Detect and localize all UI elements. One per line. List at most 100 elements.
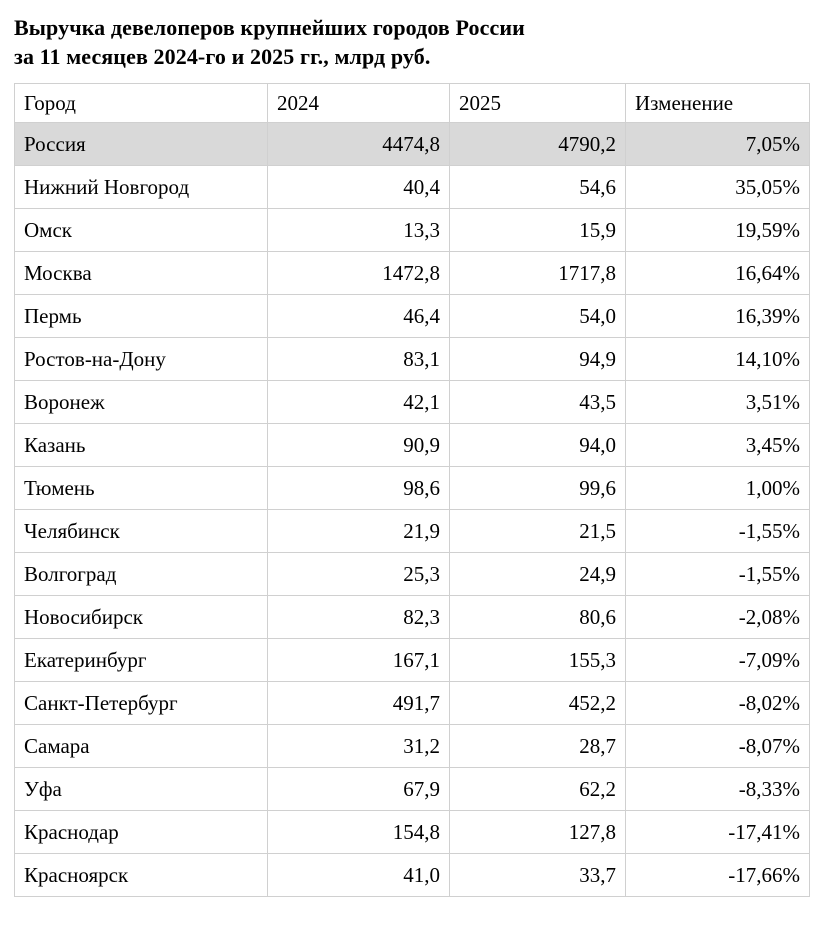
table-row: Екатеринбург 167,1 155,3 -7,09% [14,638,810,682]
table-row: Санкт-Петербург 491,7 452,2 -8,02% [14,681,810,725]
cell-city: Краснодар [14,810,268,854]
cell-value-2025: 54,6 [449,165,626,209]
cell-change: -17,66% [625,853,810,897]
cell-value-2025: 33,7 [449,853,626,897]
cell-city: Ростов-на-Дону [14,337,268,381]
cell-city: Уфа [14,767,268,811]
cell-city: Воронеж [14,380,268,424]
cell-change: 1,00% [625,466,810,510]
cell-change: 16,64% [625,251,810,295]
cell-value-2025: 21,5 [449,509,626,553]
cell-value-2024: 491,7 [267,681,450,725]
cell-change: -1,55% [625,552,810,596]
column-header-2024: 2024 [267,83,450,123]
title-line-1: Выручка девелоперов крупнейших городов Р… [14,15,525,40]
cell-change: 14,10% [625,337,810,381]
cell-city: Нижний Новгород [14,165,268,209]
table-row: Красноярск 41,0 33,7 -17,66% [14,853,810,897]
cell-value-2024: 13,3 [267,208,450,252]
table-row: Новосибирск 82,3 80,6 -2,08% [14,595,810,639]
cell-value-2024: 98,6 [267,466,450,510]
cell-change: 16,39% [625,294,810,338]
cell-value-2025: 1717,8 [449,251,626,295]
cell-change: 35,05% [625,165,810,209]
cell-value-2024: 31,2 [267,724,450,768]
cell-city: Омск [14,208,268,252]
cell-city: Тюмень [14,466,268,510]
table-row: Самара 31,2 28,7 -8,07% [14,724,810,768]
cell-value-2024: 40,4 [267,165,450,209]
cell-city: Санкт-Петербург [14,681,268,725]
header-row: Город 2024 2025 Изменение [14,83,810,123]
table-row: Уфа 67,9 62,2 -8,33% [14,767,810,811]
cell-value-2024: 83,1 [267,337,450,381]
cell-city: Казань [14,423,268,467]
cell-change: 19,59% [625,208,810,252]
cell-value-2025: 452,2 [449,681,626,725]
table-row: Москва 1472,8 1717,8 16,64% [14,251,810,295]
cell-value-2025: 24,9 [449,552,626,596]
cell-value-2025: 94,9 [449,337,626,381]
cell-value-2024: 67,9 [267,767,450,811]
cell-value-2024: 25,3 [267,552,450,596]
cell-value-2024: 46,4 [267,294,450,338]
cell-value-2025: 4790,2 [449,122,626,166]
table-row: Воронеж 42,1 43,5 3,51% [14,380,810,424]
table-row: Казань 90,9 94,0 3,45% [14,423,810,467]
cell-value-2024: 167,1 [267,638,450,682]
cell-city: Волгоград [14,552,268,596]
table-row: Россия 4474,8 4790,2 7,05% [14,122,810,166]
cell-change: -1,55% [625,509,810,553]
column-header-2025: 2025 [449,83,626,123]
cell-value-2024: 4474,8 [267,122,450,166]
table-row: Волгоград 25,3 24,9 -1,55% [14,552,810,596]
cell-change: -2,08% [625,595,810,639]
column-header-city: Город [14,83,268,123]
cell-value-2025: 15,9 [449,208,626,252]
table-body: Россия 4474,8 4790,2 7,05% Нижний Новгород 40… [14,122,810,897]
cell-value-2025: 155,3 [449,638,626,682]
cell-value-2024: 90,9 [267,423,450,467]
cell-city: Пермь [14,294,268,338]
cell-value-2024: 82,3 [267,595,450,639]
cell-change: 3,45% [625,423,810,467]
cell-change: -8,33% [625,767,810,811]
cell-change: -8,07% [625,724,810,768]
table-row: Тюмень 98,6 99,6 1,00% [14,466,810,510]
page: Выручка девелоперов крупнейших городов Р… [14,13,810,897]
cell-city: Новосибирск [14,595,268,639]
cell-city: Москва [14,251,268,295]
table-row: Пермь 46,4 54,0 16,39% [14,294,810,338]
cell-value-2025: 54,0 [449,294,626,338]
cell-value-2025: 28,7 [449,724,626,768]
cell-value-2024: 42,1 [267,380,450,424]
cell-change: -17,41% [625,810,810,854]
cell-city: Челябинск [14,509,268,553]
cell-change: 7,05% [625,122,810,166]
cell-city: Самара [14,724,268,768]
cell-value-2024: 41,0 [267,853,450,897]
cell-value-2025: 43,5 [449,380,626,424]
cell-value-2024: 1472,8 [267,251,450,295]
column-header-change: Изменение [625,83,810,123]
cell-value-2025: 94,0 [449,423,626,467]
chart-title: Выручка девелоперов крупнейших городов Р… [14,13,809,71]
cell-value-2025: 80,6 [449,595,626,639]
cell-value-2024: 21,9 [267,509,450,553]
revenue-table: Город 2024 2025 Изменение Россия 4474,8 47… [14,83,810,897]
cell-city: Россия [14,122,268,166]
table-row: Нижний Новгород 40,4 54,6 35,05% [14,165,810,209]
table-row: Краснодар 154,8 127,8 -17,41% [14,810,810,854]
cell-value-2024: 154,8 [267,810,450,854]
table-row: Омск 13,3 15,9 19,59% [14,208,810,252]
cell-value-2025: 127,8 [449,810,626,854]
cell-value-2025: 99,6 [449,466,626,510]
cell-change: 3,51% [625,380,810,424]
cell-value-2025: 62,2 [449,767,626,811]
table-row: Челябинск 21,9 21,5 -1,55% [14,509,810,553]
title-line-2: за 11 месяцев 2024-го и 2025 гг., млрд р… [14,44,431,69]
cell-change: -7,09% [625,638,810,682]
cell-city: Красноярск [14,853,268,897]
cell-city: Екатеринбург [14,638,268,682]
table-row: Ростов-на-Дону 83,1 94,9 14,10% [14,337,810,381]
